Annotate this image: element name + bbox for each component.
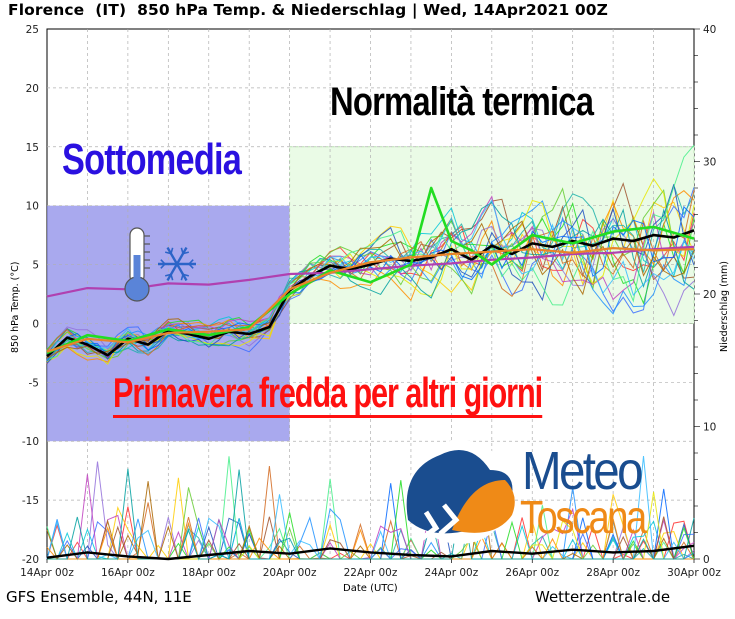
y-tick-label: 15 bbox=[26, 142, 39, 154]
y-tick-label: 20 bbox=[26, 83, 39, 95]
y-tick-label: 5 bbox=[32, 260, 39, 272]
y-tick-label: -10 bbox=[22, 436, 39, 448]
footer-site: Wetterzentrale.de bbox=[535, 588, 671, 606]
x-tick-label: 28Apr 00z bbox=[586, 567, 640, 579]
y-tick-label: -15 bbox=[22, 495, 39, 507]
ensemble-member-line bbox=[46, 183, 695, 363]
precip-mean-line bbox=[46, 544, 695, 561]
x-tick-label: 18Apr 00z bbox=[182, 567, 236, 579]
x-tick-label: 22Apr 00z bbox=[344, 567, 398, 579]
y-tick-label: 25 bbox=[26, 24, 39, 36]
ensemble-member-line bbox=[46, 198, 695, 358]
snowflake-arm bbox=[175, 246, 188, 265]
y2-tick-label: 30 bbox=[703, 157, 716, 169]
cold-label: Sottomedia bbox=[62, 135, 242, 184]
climatology-series-line bbox=[46, 245, 695, 298]
thermometer-fluid bbox=[133, 255, 141, 285]
x-tick-label: 26Apr 00z bbox=[505, 567, 559, 579]
snowflake-branch bbox=[188, 263, 194, 269]
x-tick-label: 24Apr 00z bbox=[425, 567, 479, 579]
y2-tick-label: 0 bbox=[703, 554, 710, 566]
x-axis-label: Date (UTC) bbox=[343, 583, 398, 594]
logo-stroke bbox=[418, 510, 440, 542]
y-tick-label: 0 bbox=[32, 318, 39, 330]
y-tick-label: -20 bbox=[22, 554, 39, 566]
snowflake-branch bbox=[180, 274, 184, 281]
logo-sun bbox=[452, 480, 515, 533]
y2-tick-label: 10 bbox=[703, 422, 716, 434]
y2-tick-label: 20 bbox=[703, 289, 716, 301]
snowflake-arm bbox=[166, 263, 179, 282]
snowflake-branch bbox=[164, 273, 172, 277]
axes: -20 -15 -10 -5 0 5 10 15 20 25 0 10 20 30 40 14Apr 00z 1… bbox=[20, 24, 721, 579]
snowflake-branch bbox=[160, 263, 166, 269]
snowflake-branch bbox=[164, 251, 172, 255]
meteotoscana-logo bbox=[406, 440, 515, 544]
y2-tick-label: 40 bbox=[703, 24, 716, 36]
control-series-line bbox=[46, 247, 695, 353]
x-tick-label: 30Apr 00z bbox=[667, 567, 721, 579]
thermometer-icon bbox=[124, 227, 150, 302]
operational-series-line bbox=[46, 186, 695, 355]
y2-axis-label: Niederschlag (mm) bbox=[719, 261, 730, 352]
snowflake-icon bbox=[158, 246, 196, 282]
x-tick-label: 20Apr 00z bbox=[263, 567, 317, 579]
ensemble-member-line bbox=[46, 199, 695, 357]
snowflake-branch bbox=[182, 251, 190, 255]
logo-stroke bbox=[438, 503, 460, 536]
footer-source: GFS Ensemble, 44N, 11E bbox=[6, 588, 192, 606]
chart-title: Florence (IT) 850 hPa Temp. & Niederschl… bbox=[8, 1, 608, 19]
snowflake-branch bbox=[160, 259, 166, 265]
ensemble-member-line bbox=[46, 201, 695, 355]
snowflake-arm bbox=[166, 246, 179, 265]
snowflake-branch bbox=[180, 247, 184, 254]
snowflake-branch bbox=[170, 247, 174, 254]
headline: Primavera fredda per altri giorni bbox=[113, 369, 543, 418]
logo-toscana-text: Toscana bbox=[520, 491, 647, 543]
normal-label: Normalità termica bbox=[330, 80, 594, 124]
ensemble-member-line bbox=[46, 177, 695, 365]
mean-series-line bbox=[46, 229, 695, 358]
ensemble-member-line bbox=[46, 205, 695, 362]
y-tick-label: 10 bbox=[26, 201, 39, 213]
x-tick-label: 14Apr 00z bbox=[20, 567, 74, 579]
snowflake-branch bbox=[170, 274, 174, 281]
snowflake-branch bbox=[182, 273, 190, 277]
snowflake-arm bbox=[175, 263, 188, 282]
x-tick-label: 16Apr 00z bbox=[101, 567, 155, 579]
y-tick-label: -5 bbox=[29, 377, 39, 389]
series-layer bbox=[46, 186, 695, 561]
ensemble-member-line bbox=[46, 184, 695, 364]
y-axis-label: 850 hPa Temp. (°C) bbox=[10, 261, 21, 353]
logo-meteo-text: Meteo bbox=[522, 441, 644, 501]
snowflake-branch bbox=[188, 259, 194, 265]
